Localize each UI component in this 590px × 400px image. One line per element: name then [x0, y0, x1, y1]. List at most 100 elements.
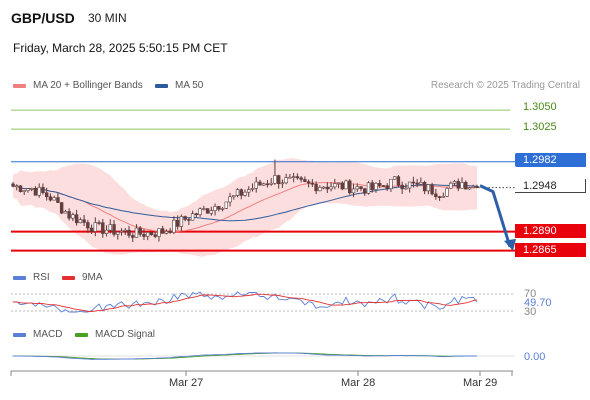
legend-swatch-macd: [13, 332, 26, 337]
candle-body: [104, 229, 109, 234]
candle-body: [265, 183, 270, 186]
forecast-arrow-head: [504, 238, 516, 251]
candle-body: [198, 208, 202, 215]
candle-body: [228, 196, 232, 203]
candle-body: [340, 182, 344, 190]
candle-body: [112, 224, 116, 235]
rsi-axis-30: 30: [524, 306, 537, 318]
candle-body: [71, 214, 75, 219]
candle-body: [63, 211, 68, 214]
candle-body: [400, 184, 404, 190]
candle-body: [306, 181, 311, 184]
legend-swatch-rsi: [13, 275, 26, 280]
instrument-title: GBP/USD: [11, 10, 75, 26]
candle-body: [11, 183, 15, 187]
candle-body: [86, 222, 90, 229]
candle-body: [202, 208, 206, 210]
candle-body: [273, 175, 277, 184]
legend-9ma: 9MA: [62, 272, 103, 283]
candle-body: [183, 216, 187, 220]
candle-body: [127, 229, 131, 236]
candle-body: [422, 182, 427, 192]
candle-body: [119, 230, 124, 233]
legend-label-rsi: RSI: [33, 272, 50, 283]
candle-body: [258, 181, 262, 186]
candle-body: [262, 183, 266, 186]
candle-body: [123, 229, 127, 232]
candle-body: [52, 197, 56, 201]
legend-bollinger: MA 20 + Bollinger Bands: [13, 80, 143, 91]
candle-body: [149, 232, 154, 235]
candle-body: [449, 182, 453, 189]
candle-body: [15, 185, 19, 188]
candle-body: [160, 228, 165, 234]
candle-body: [108, 224, 112, 231]
x-label-mar28: Mar 28: [341, 377, 376, 389]
candle-body: [217, 206, 221, 210]
candle-body: [456, 181, 460, 189]
candle-body: [26, 188, 30, 191]
legend-swatch-ma50: [155, 83, 168, 88]
candle-body: [157, 228, 161, 237]
candle-body: [303, 179, 307, 182]
candle-body: [97, 222, 101, 224]
candle-body: [314, 183, 318, 192]
candle-body: [146, 232, 150, 237]
candle-body: [329, 186, 333, 190]
timestamp: Friday, March 28, 2025 5:50:15 PM CET: [13, 41, 228, 55]
rsi-axis-70: 70: [524, 288, 537, 300]
candle-body: [269, 182, 273, 185]
candle-body: [194, 213, 199, 215]
x-label-mar29: Mar 29: [463, 377, 498, 389]
candle-body: [471, 186, 475, 188]
candle-body: [434, 193, 438, 197]
candle-body: [467, 187, 472, 190]
candle-body: [295, 176, 300, 179]
candle-body: [411, 181, 416, 184]
candle-body: [220, 207, 225, 210]
candle-body: [187, 219, 191, 221]
candle-body: [41, 187, 45, 194]
candle-body: [284, 177, 288, 184]
candle-body: [381, 185, 386, 187]
current-price-tag: 1.2948: [515, 179, 586, 193]
rsi-ma-line: [12, 293, 478, 312]
legend-rsi: RSI: [13, 272, 50, 283]
candle-body: [452, 181, 457, 184]
candle-body: [415, 182, 419, 185]
timeframe-label: 30 MIN: [88, 11, 127, 25]
bollinger-band-fill: [13, 158, 477, 257]
candle-body: [460, 182, 464, 189]
legend-macd: MACD: [13, 329, 62, 340]
level-tag-1-3025: 1.3025: [523, 121, 557, 133]
candle-body: [336, 182, 341, 185]
candle-body: [363, 188, 367, 194]
candle-body: [404, 187, 408, 190]
candle-body: [209, 210, 214, 214]
candle-body: [93, 222, 98, 232]
candle-body: [48, 196, 53, 201]
candle-body: [419, 182, 423, 185]
candle-body: [101, 222, 105, 234]
candle-body: [325, 186, 330, 190]
candle-body: [232, 195, 236, 198]
candle-body: [213, 206, 217, 211]
macd-value: 0.00: [524, 351, 546, 363]
candle-body: [67, 211, 71, 219]
legend-ma50: MA 50: [155, 80, 203, 91]
candle-body: [254, 181, 258, 189]
legend-swatch-9ma: [62, 275, 75, 280]
candle-body: [385, 185, 389, 189]
legend-macd-signal: MACD Signal: [75, 329, 155, 340]
candle-body: [243, 191, 247, 196]
candle-body: [74, 214, 79, 224]
candle-body: [344, 180, 348, 190]
candle-body: [321, 186, 326, 189]
candle-body: [464, 182, 468, 190]
candle-body: [370, 182, 374, 190]
credit-text: Research © 2025 Trading Central: [430, 80, 580, 91]
candle-body: [190, 213, 195, 221]
candle-body: [44, 192, 49, 198]
legend-label-ma50: MA 50: [175, 80, 204, 91]
